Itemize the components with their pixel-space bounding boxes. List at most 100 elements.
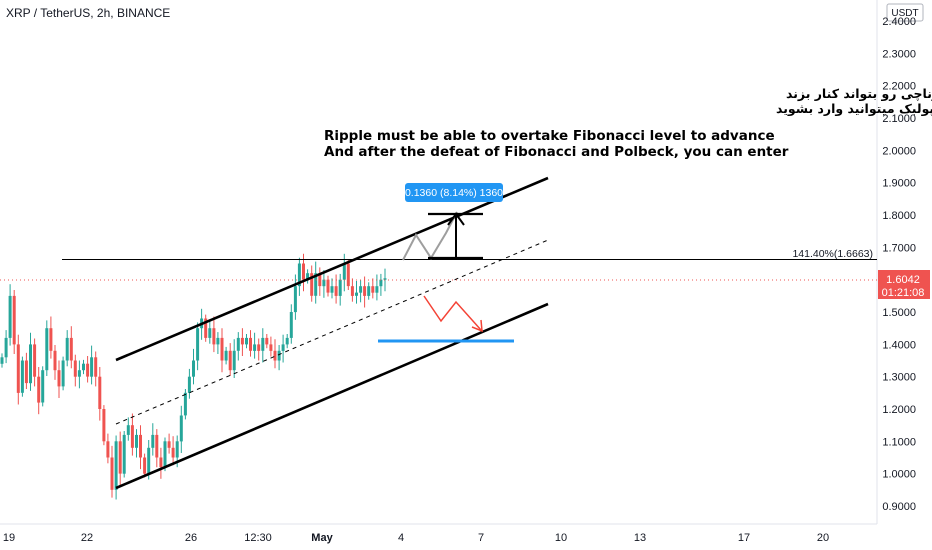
candle-body (86, 363, 90, 377)
candle-body (293, 286, 297, 313)
time-tick-13: 13 (634, 532, 646, 544)
candle-body (175, 441, 179, 458)
price-tick-9: 1.5000 (882, 307, 916, 319)
candle-body (249, 337, 252, 351)
candle-body (318, 273, 322, 287)
candle-body (37, 376, 41, 403)
candle-body (302, 263, 305, 280)
price-tick-6: 1.8000 (882, 210, 916, 222)
time-tick-may: May (311, 532, 333, 544)
candle-body (49, 328, 53, 351)
price-tick-5: 1.9000 (882, 178, 916, 190)
candle-body (265, 337, 269, 345)
candle-body (204, 318, 208, 338)
candle-body (269, 344, 273, 351)
candle-body (240, 337, 244, 345)
persian-note-line-2: و بعد از شکست فیبوناچی و پولبک میتوانید … (776, 101, 932, 116)
price-tick-11: 1.3000 (882, 372, 916, 384)
candle-body (216, 337, 220, 345)
candle-body (187, 376, 191, 393)
candle-body (236, 337, 240, 351)
candle-body (33, 344, 37, 377)
price-tick-0: 2.4000 (882, 16, 916, 28)
measure-label-box (405, 183, 503, 202)
currency-badge: USDT (891, 8, 918, 19)
candle-body (245, 337, 248, 345)
candle-body (4, 337, 8, 358)
time-tick-26: 26 (185, 532, 197, 544)
candle-body (232, 350, 236, 371)
price-tick-2: 2.2000 (882, 81, 916, 93)
persian-note-line-1: ریپل برای پیشروی باید تراز فیبوناچی رو ب… (786, 86, 932, 101)
candle-body (139, 434, 142, 458)
candle-body (45, 328, 49, 371)
channel-midline[interactable] (115, 239, 549, 425)
candle-body (77, 370, 81, 377)
price-tick-3: 2.1000 (882, 113, 916, 125)
candle-body (118, 441, 122, 474)
candle-body (208, 328, 212, 338)
candle-body (20, 360, 24, 393)
candle-body (306, 273, 310, 280)
candle-body (159, 457, 163, 468)
price-tick-7: 1.7000 (882, 242, 916, 254)
candle-body (57, 370, 61, 387)
candle-body (16, 344, 20, 393)
currency-badge-box[interactable] (886, 3, 924, 22)
candle-body (314, 273, 318, 296)
candle-body (220, 337, 224, 361)
candle-body (375, 286, 379, 293)
price-axis[interactable]: 2.4000 2.3000 2.2000 2.1000 2.0000 1.9000 1.80… (882, 16, 916, 513)
time-tick-22: 22 (81, 532, 93, 544)
price-tick-14: 1.0000 (882, 469, 916, 481)
candle-body (122, 434, 126, 474)
candle-body (285, 337, 289, 345)
candle-body (363, 286, 367, 296)
channel-lower-line[interactable] (115, 302, 549, 490)
candle-body (41, 370, 45, 403)
candle-body (102, 409, 106, 442)
candle-body (114, 441, 118, 490)
symbol-title: XRP / TetherUS, 2h, BINANCE (6, 6, 170, 20)
measure-label: 0.1360 (8.14%) 1360 (405, 187, 503, 199)
candle-body (155, 434, 159, 458)
time-axis[interactable]: 19 22 26 12:30 May 4 7 10 13 17 20 (3, 532, 829, 544)
candles-group (0, 253, 387, 500)
price-tick-10: 1.4000 (882, 339, 916, 351)
time-tick-10: 10 (555, 532, 567, 544)
candle-body (257, 344, 261, 351)
current-price-tag (878, 270, 930, 299)
candle-body (53, 350, 57, 371)
price-tick-13: 1.1000 (882, 436, 916, 448)
candle-body (224, 350, 228, 361)
bearish-path-projection[interactable] (423, 295, 482, 331)
candle-body (192, 360, 195, 377)
candle-body (110, 457, 114, 490)
candle-body (98, 376, 102, 409)
candle-body (65, 337, 69, 361)
candle-body (12, 295, 16, 345)
candle-body (334, 286, 338, 296)
time-tick-1230: 12:30 (244, 532, 272, 544)
candle-body (0, 357, 4, 364)
price-tick-12: 1.2000 (882, 404, 916, 416)
price-tick-15: 0.9000 (882, 501, 916, 513)
candle-body (167, 441, 171, 448)
english-note-line-2: And after the defeat of Fibonacci and Po… (324, 144, 789, 160)
candle-body (342, 263, 346, 280)
candle-body (367, 286, 371, 296)
candle-body (228, 350, 232, 371)
candle-body (355, 292, 358, 296)
candle-body (253, 344, 257, 351)
channel-upper-line[interactable] (115, 176, 549, 362)
candle-body (183, 392, 187, 416)
candle-body (350, 286, 354, 296)
candle-body (69, 337, 73, 361)
candle-body (277, 350, 281, 361)
candle-body (151, 434, 155, 448)
price-tick-4: 2.0000 (882, 145, 916, 157)
candle-body (322, 279, 326, 287)
current-price-value: 1.6042 (886, 274, 920, 286)
